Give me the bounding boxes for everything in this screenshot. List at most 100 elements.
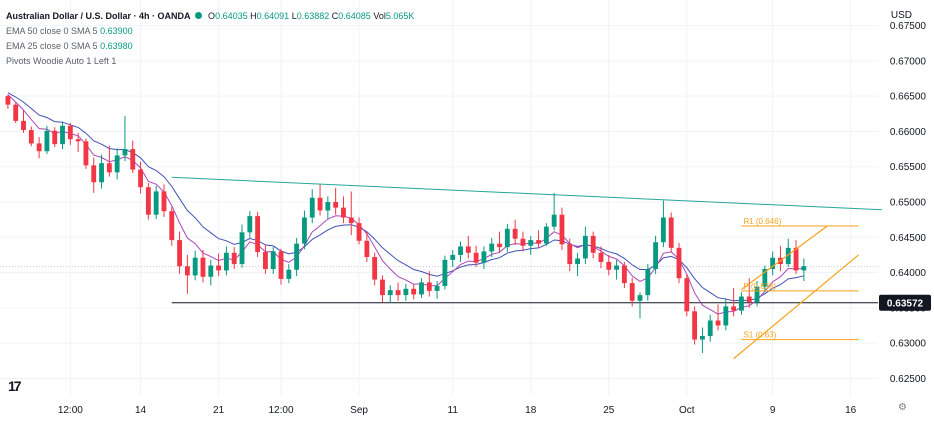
candle-body <box>184 266 190 276</box>
candle <box>739 292 744 315</box>
candle <box>294 237 300 277</box>
candle <box>114 148 120 180</box>
candle <box>91 157 97 193</box>
candle-body <box>536 240 541 244</box>
candle-body <box>231 252 237 265</box>
candle-body <box>411 288 417 295</box>
candle-body <box>770 257 776 270</box>
x-tick-label: 12:00 <box>58 405 83 416</box>
candle-body <box>13 104 19 121</box>
candle <box>536 230 541 249</box>
y-tick-label: 0.67000 <box>890 56 927 67</box>
candle <box>684 273 690 317</box>
candle <box>434 281 440 299</box>
price-channel <box>733 225 859 360</box>
candle-body <box>294 243 300 270</box>
candle <box>637 292 643 319</box>
currency-selector[interactable]: USD <box>890 10 912 21</box>
x-tick-label: 9 <box>770 405 776 416</box>
legend-ema50[interactable]: EMA 50 close 0 SMA 5 0.63900 <box>6 24 414 39</box>
y-tick-label: 0.62500 <box>890 374 927 385</box>
volume-value: 5.065K <box>385 11 415 21</box>
candle-body <box>161 191 167 212</box>
x-tick-label: Sep <box>350 405 368 416</box>
candle <box>653 235 659 274</box>
candle <box>606 254 612 276</box>
candle <box>645 264 651 301</box>
candle <box>184 254 190 294</box>
candle-body <box>223 252 229 271</box>
candle-body <box>387 290 393 296</box>
candle-body <box>192 257 198 276</box>
support-price-tag: 0.63572 <box>879 294 931 311</box>
candle <box>676 242 682 284</box>
channel-lower-line <box>733 254 859 360</box>
candle-body <box>36 143 42 152</box>
candle-body <box>754 286 760 303</box>
candle-body <box>543 226 549 244</box>
candle-body <box>434 285 440 291</box>
candle <box>497 231 502 253</box>
candle-body <box>380 279 385 296</box>
ema25-label: EMA 25 close 0 SMA 5 <box>6 41 98 51</box>
candle-body <box>208 265 214 277</box>
x-axis: 12:00 14 21 12:00 Sep 11 18 25 Oct 9 16 <box>58 405 857 416</box>
candle-body <box>559 214 565 245</box>
candle <box>723 299 729 331</box>
candle <box>528 235 534 255</box>
candle-body <box>707 320 713 337</box>
candle <box>458 241 463 262</box>
ema50-label: EMA 50 close 0 SMA 5 <box>6 26 98 36</box>
tradingview-logo-icon[interactable]: 17 <box>8 378 22 394</box>
candle-body <box>660 217 666 243</box>
candle <box>317 184 323 216</box>
candle <box>122 115 128 162</box>
candle <box>520 231 526 252</box>
candle <box>801 258 807 282</box>
ema50-series-line <box>7 92 805 302</box>
candle-body <box>668 217 674 248</box>
symbol-title[interactable]: Australian Dollar / U.S. Dollar · 4h · O… <box>6 11 191 21</box>
candle-body <box>52 130 58 145</box>
legend-pivots[interactable]: Pivots Woodie Auto 1 Left 1 <box>6 54 414 69</box>
candle <box>130 140 136 174</box>
candle <box>481 246 487 270</box>
legend-ema25[interactable]: EMA 25 close 0 SMA 5 0.63980 <box>6 39 414 54</box>
candle <box>793 240 799 274</box>
candle-body <box>723 306 729 326</box>
candle <box>426 271 432 297</box>
gear-icon[interactable]: ⚙ <box>898 402 907 413</box>
candle-body <box>590 235 596 253</box>
candle-body <box>715 320 721 326</box>
candle <box>5 94 11 109</box>
candle-body <box>21 120 26 131</box>
candle <box>770 251 776 276</box>
candle-body <box>138 169 143 188</box>
trendline <box>171 176 882 211</box>
candle-body <box>348 217 354 224</box>
market-status-icon <box>194 12 202 19</box>
candle-body <box>637 295 643 301</box>
candle-body <box>239 232 245 265</box>
candle-body <box>793 247 799 271</box>
candle-body <box>473 252 479 263</box>
candle-body <box>255 216 261 253</box>
legend-symbol-row[interactable]: Australian Dollar / U.S. Dollar · 4h · O… <box>6 9 414 24</box>
candle <box>512 219 518 246</box>
ohlc-high-label: H <box>250 11 257 21</box>
candle-body <box>309 197 315 218</box>
candle <box>543 223 549 246</box>
candle <box>145 182 151 220</box>
candle-body <box>302 217 307 244</box>
ema50-line <box>7 92 805 302</box>
candle <box>200 249 206 283</box>
candle <box>153 185 159 219</box>
ohlc-open-label: O <box>208 11 216 21</box>
candle <box>707 314 713 342</box>
candle <box>263 244 268 274</box>
candle <box>177 231 182 274</box>
candle-body <box>551 214 557 227</box>
candle-body <box>153 191 159 215</box>
